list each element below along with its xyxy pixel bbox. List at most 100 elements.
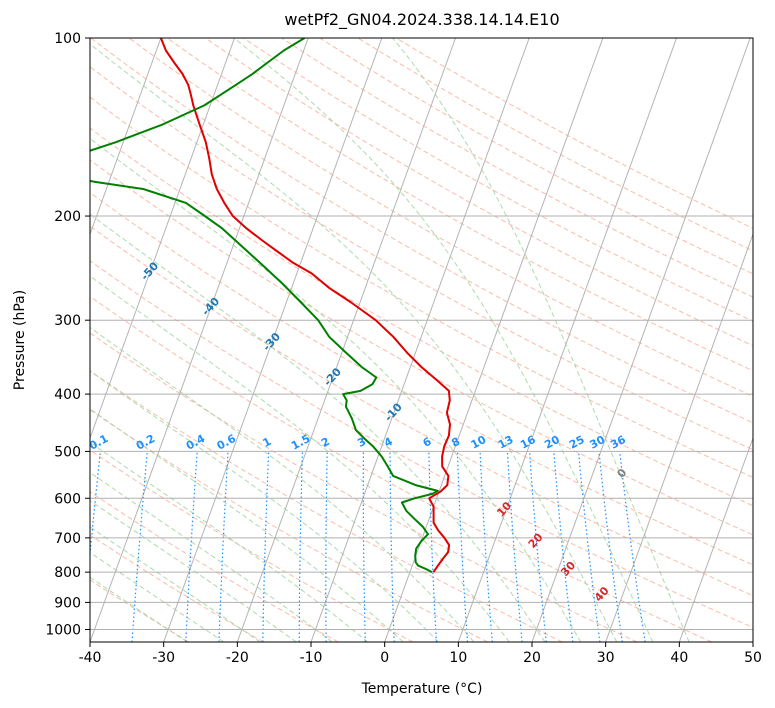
x-axis-ticks: -40 -30 -20 -10 0 10 20 30 40 50 — [79, 642, 762, 666]
x-tick-label: 10 — [449, 650, 467, 666]
mixing-ratio-label: 10 — [469, 433, 489, 452]
mixing-ratio-line — [262, 451, 270, 642]
mixing-ratio-label: 4 — [382, 435, 395, 450]
adiabat-label: 10 — [494, 499, 514, 519]
mixing-ratio-line — [362, 451, 366, 642]
dry-adiabat — [90, 332, 638, 642]
mixing-ratio-label: 30 — [588, 433, 608, 452]
isotherm — [310, 38, 530, 642]
mixing-ratio-line — [389, 451, 395, 642]
dry-adiabat — [90, 370, 563, 642]
x-axis-label: Temperature (°C) — [361, 681, 483, 697]
mixing-ratio-label: 16 — [518, 433, 538, 452]
y-tick-label: 500 — [54, 444, 81, 460]
mixing-ratio-label: 0.2 — [134, 432, 157, 453]
mixing-ratio-line — [456, 451, 469, 642]
adiabat-label: 0 — [615, 466, 630, 481]
y-tick-label: 200 — [54, 209, 81, 225]
dry-adiabat — [90, 192, 753, 566]
dry-adiabat — [90, 38, 753, 424]
dry-adiabat — [90, 127, 753, 507]
x-tick-label: 50 — [744, 650, 762, 666]
isotherm — [90, 38, 309, 642]
y-axis-label: Pressure (hPa) — [12, 290, 28, 390]
mixing-ratio-line — [577, 451, 601, 642]
x-tick-label: -10 — [300, 650, 323, 666]
mixing-ratio-label: 3 — [355, 435, 368, 450]
isotherm — [163, 38, 383, 642]
y-tick-label: 100 — [54, 31, 81, 47]
plot-frame — [89, 37, 754, 643]
moist-adiabat — [392, 38, 690, 642]
mixing-ratio-label: 0.6 — [215, 432, 239, 453]
isotherm — [605, 232, 753, 642]
pressure-gridlines — [90, 38, 753, 630]
moist-adiabat — [90, 441, 369, 642]
moist-adiabat — [90, 275, 510, 642]
dry-adiabat — [319, 38, 753, 275]
dry-adiabat — [90, 260, 753, 629]
mixing-ratio-label: 1 — [261, 435, 274, 450]
moist-adiabat — [90, 43, 618, 642]
moist-adiabat — [90, 326, 475, 642]
y-tick-label: 600 — [54, 491, 81, 507]
isotherm — [236, 38, 457, 642]
mixing-ratio-line — [619, 451, 646, 642]
x-tick-label: 0 — [380, 650, 389, 666]
mixing-ratio-line — [325, 451, 328, 642]
y-tick-label: 1000 — [45, 622, 81, 638]
mixing-ratio-line — [553, 451, 574, 642]
y-axis-ticks: 100 200 300 400 500 600 700 800 900 1000 — [45, 31, 90, 638]
dry-adiabat — [395, 38, 753, 229]
moist-adiabat — [90, 576, 188, 642]
mixing-ratio-line — [90, 451, 101, 561]
x-tick-label: -30 — [152, 650, 175, 666]
moist-adiabat — [90, 551, 225, 642]
mixing-ratio-label: 1.5 — [289, 432, 312, 453]
x-tick-label: 20 — [523, 650, 541, 666]
mixing-ratio-line — [218, 451, 229, 642]
mixing-ratio-line — [185, 451, 198, 642]
dry-adiabat — [90, 409, 488, 642]
dry-adiabat — [90, 449, 414, 642]
chart-title: wetPf2_GN04.2024.338.14.14.E10 — [284, 10, 559, 30]
y-tick-label: 400 — [54, 387, 81, 403]
isotherm — [457, 38, 678, 642]
isotherm — [384, 38, 604, 642]
dry-adiabat — [281, 38, 753, 298]
y-tick-label: 800 — [54, 565, 81, 581]
dry-adiabat — [90, 491, 339, 642]
moist-adiabat — [90, 370, 439, 642]
profile-series — [90, 38, 451, 573]
x-tick-label: -40 — [79, 650, 102, 666]
moist-adiabat — [90, 499, 297, 642]
temperature-profile — [159, 38, 451, 573]
x-tick-label: 40 — [670, 650, 688, 666]
x-tick-label: -20 — [226, 650, 249, 666]
moist-adiabat — [233, 38, 654, 642]
dry-adiabat — [90, 579, 190, 642]
isotherm — [678, 436, 753, 642]
dry-adiabat — [90, 66, 753, 451]
isotherm — [752, 640, 753, 642]
isotherm — [531, 38, 751, 642]
isotherm — [90, 38, 236, 440]
adiabat-label: -20 — [321, 365, 344, 389]
dry-adiabat — [128, 38, 753, 397]
mixing-ratio-label: 2 — [319, 435, 332, 450]
y-tick-label: 700 — [54, 531, 81, 547]
y-tick-label: 900 — [54, 595, 81, 611]
dry-adiabat — [243, 38, 753, 322]
adiabat-label: -30 — [260, 330, 283, 354]
adiabat-label: -40 — [199, 295, 222, 319]
dry-adiabat — [90, 295, 712, 642]
mixing-ratio-line — [479, 451, 493, 642]
dry-adiabat — [90, 159, 753, 536]
y-tick-label: 300 — [54, 313, 81, 329]
dry-adiabat — [205, 38, 753, 347]
x-tick-label: 30 — [597, 650, 615, 666]
mixing-ratio-label: 13 — [496, 433, 516, 452]
background-reference-lines — [90, 38, 753, 642]
dry-adiabat — [90, 225, 753, 597]
